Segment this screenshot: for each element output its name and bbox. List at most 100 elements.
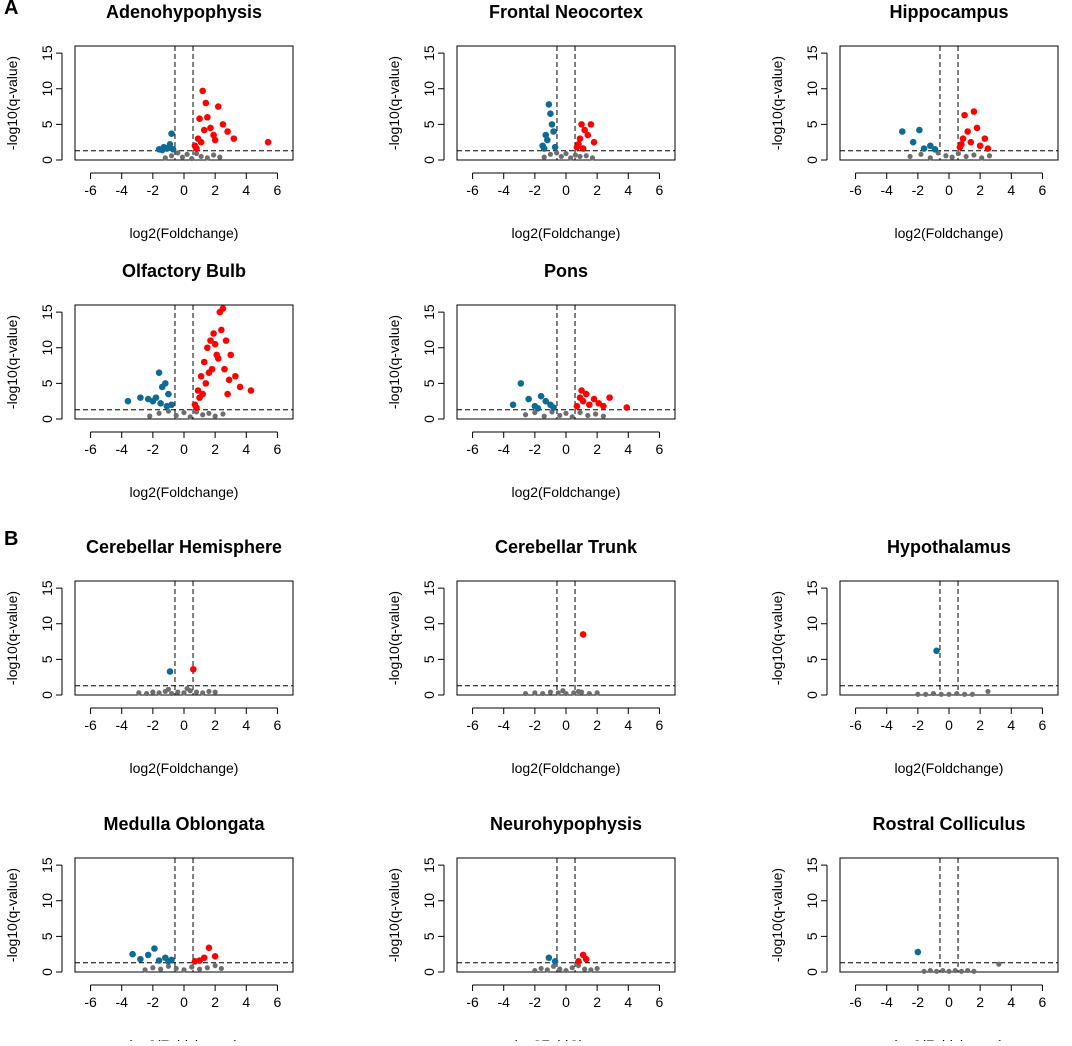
point-up [205,369,213,376]
point-not-significant [136,690,142,696]
point-not-significant [538,965,544,972]
volcano-plot: Olfactory Bulb -6 -4 -2 0 2 4 6 log2(Foldchange)… [4,261,294,500]
point-not-significant [168,153,175,159]
x-tick-label: -4 [880,994,893,1010]
y-tick-label: 0 [421,156,437,164]
point-up [200,358,208,366]
point-up [197,138,205,146]
point-not-significant [196,966,203,972]
point-not-significant [212,689,218,695]
point-up [190,666,197,673]
y-tick-label: 5 [39,932,55,940]
point-down [545,101,553,108]
volcano-plot: Hypothalamus -6 -4 -2 0 2 4 6 log2(Foldchange) 0 5… [769,537,1059,776]
point-down [168,956,175,964]
point-up [578,121,585,128]
volcano-plot: Hippocampus -6 -4 -2 0 2 4 6 log2(Foldchange) 0 5 1… [769,2,1059,241]
x-tick-label: 0 [945,717,953,733]
x-tick-label: 4 [1007,717,1015,733]
point-down [163,402,171,410]
point-down [169,146,177,153]
point-down [551,958,559,965]
x-tick-label: -4 [115,182,128,198]
y-tick-label: 0 [421,415,437,423]
point-not-significant [985,688,991,695]
point-down [933,647,940,655]
y-axis-label: -log10(q-value) [4,56,20,150]
y-tick-label: 5 [804,655,820,663]
point-up [582,955,590,963]
point-not-significant [568,155,574,161]
x-tick-label: 4 [242,441,250,457]
point-not-significant [165,408,172,414]
y-axis-label: -log10(q-value) [4,868,20,962]
y-tick-label: 5 [421,932,437,940]
point-up [230,135,238,142]
point-not-significant [971,968,977,974]
point-up [958,141,965,148]
point-down [540,145,548,152]
point-not-significant [184,151,190,157]
point-not-significant [577,153,583,160]
x-tick-label: -2 [529,441,542,457]
point-not-significant [923,691,929,697]
point-up [211,340,219,348]
point-not-significant [158,966,164,972]
point-down [151,945,158,952]
x-tick-label: -2 [147,441,160,457]
x-tick-label: 6 [274,182,282,198]
y-tick-label: 10 [39,81,55,97]
y-tick-label: 10 [39,616,55,632]
point-up [204,344,211,352]
point-down [542,131,550,139]
point-not-significant [204,965,210,971]
point-up [224,390,231,398]
y-tick-label: 15 [39,580,55,596]
point-not-significant [193,150,200,157]
panel-label-a: A [4,0,19,19]
point-not-significant [600,413,606,419]
point-up [224,128,231,135]
point-not-significant [592,411,599,417]
x-tick-label: 2 [976,994,984,1010]
point-not-significant [212,413,218,419]
x-tick-label: -2 [529,994,542,1010]
point-down [544,136,551,144]
x-tick-label: 2 [211,441,219,457]
point-not-significant [555,690,561,696]
point-down [537,392,545,400]
point-up [970,108,978,115]
point-up [218,326,225,334]
x-tick-label: -4 [497,717,510,733]
y-tick-label: 0 [421,691,437,699]
x-tick-label: 2 [211,994,219,1010]
x-tick-label: 6 [1039,182,1047,198]
point-not-significant [144,690,150,697]
point-down [168,130,175,137]
point-not-significant [168,690,175,697]
point-not-significant [544,967,550,973]
x-tick-label: -6 [84,717,97,733]
point-down [927,142,934,150]
point-up [981,135,989,142]
point-not-significant [933,968,940,974]
point-not-significant [198,153,204,160]
x-axis-label: log2(Foldchange) [895,225,1004,241]
x-tick-label: 2 [976,717,984,733]
plot-title: Medulla Oblongata [103,814,265,834]
volcano-plot: Medulla Oblongata -6 -4 -2 0 2 4 6 log2(Foldchan… [4,814,294,1046]
x-tick-label: 0 [180,441,188,457]
point-not-significant [554,150,560,156]
point-not-significant [206,410,212,416]
y-tick-label: 15 [421,857,437,873]
point-up [247,387,255,394]
point-up [202,99,210,107]
point-not-significant [204,155,210,161]
point-not-significant [940,967,946,974]
point-not-significant [165,686,172,692]
point-not-significant [142,967,148,973]
volcano-plot: Neurohypophysis -6 -4 -2 0 2 4 6 log2FoldChange 0… [386,814,676,1046]
y-axis-label: -log10(q-value) [386,315,402,409]
point-up [219,305,227,312]
point-up [211,136,219,144]
